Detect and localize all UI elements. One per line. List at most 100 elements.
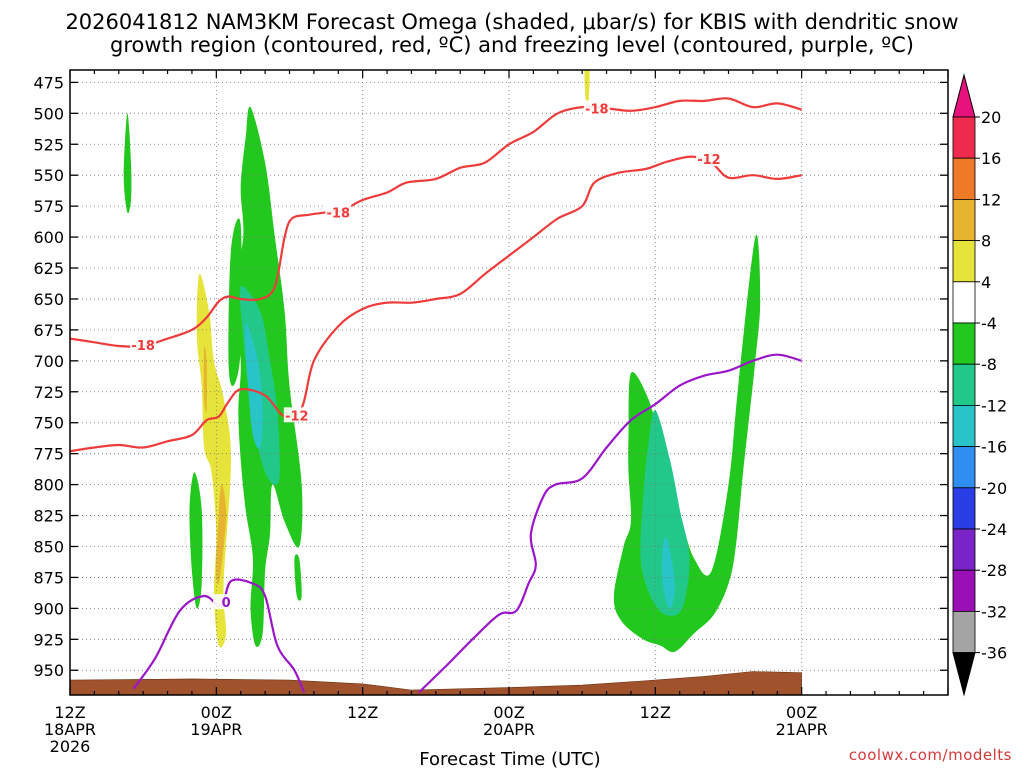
x-axis-title: Forecast Time (UTC) — [419, 749, 600, 768]
y-tick-label: 925 — [33, 630, 64, 649]
contour-temp-line-0 — [70, 97, 802, 348]
y-tick-label: 525 — [33, 135, 64, 154]
colorbar-label: 4 — [981, 273, 991, 292]
colorbar-bottom-cap — [952, 652, 976, 697]
contour-label-5: 0 — [213, 594, 240, 611]
colorbar-label: -16 — [981, 438, 1007, 457]
contour-label-bg — [283, 407, 310, 423]
colorbar-swatch — [952, 198, 976, 241]
colorbar-label: -32 — [981, 602, 1007, 621]
chart-title-line-1: 2026041812 NAM3KM Forecast Omega (shaded… — [65, 10, 958, 34]
omega-region-yellow-11 — [584, 70, 590, 110]
colorbar-label: -8 — [981, 355, 997, 374]
chart-title-line-2: growth region (contoured, red, ºC) and f… — [110, 33, 914, 57]
contour-label-1: -12 — [283, 407, 310, 424]
y-tick-label: 700 — [33, 352, 64, 371]
contour-label-text: -12 — [285, 409, 309, 424]
colorbar-swatch — [952, 240, 976, 283]
contour-label-4: -12 — [695, 151, 722, 168]
contour-label-text: 0 — [222, 596, 231, 611]
contour-label-bg — [325, 204, 352, 220]
omega-region-orange-13 — [216, 484, 227, 585]
colorbar-swatch — [952, 157, 976, 200]
x-tick-label: 00Z — [493, 703, 524, 722]
omega-region-teal-7 — [640, 410, 690, 616]
contour-label-bg — [583, 100, 610, 116]
contour-freezing-line-3 — [418, 353, 802, 694]
y-tick-label: 775 — [33, 445, 64, 464]
colorbar-swatch — [952, 363, 976, 406]
y-tick-label: 725 — [33, 383, 64, 402]
colorbar-label: -36 — [981, 644, 1007, 663]
x-tick-label: 12Z — [54, 703, 85, 722]
contour-label-0: -18 — [130, 336, 157, 354]
colorbar-swatch — [952, 528, 976, 571]
omega-region-cyan-9 — [661, 537, 675, 609]
omega-region-cyan-8 — [245, 323, 263, 449]
contour-label-bg — [130, 336, 157, 352]
x-tick-label: 18APR — [44, 720, 96, 739]
colorbar-swatch — [952, 322, 976, 365]
colorbar-swatch — [952, 487, 976, 530]
colorbar-swatch — [952, 404, 976, 447]
omega-region-green-2 — [228, 218, 242, 387]
contour-label-bg — [695, 151, 722, 167]
x-tick-label: 12Z — [640, 703, 671, 722]
y-tick-label: 850 — [33, 537, 64, 556]
y-tick-label: 950 — [33, 661, 64, 680]
omega-region-green-0 — [123, 113, 132, 214]
y-tick-label: 650 — [33, 290, 64, 309]
colorbar-swatch — [952, 446, 976, 489]
contour-freezing-line-2 — [132, 578, 306, 693]
contour-label-text: -18 — [585, 102, 609, 117]
y-tick-label: 900 — [33, 599, 64, 618]
contour-label-text: -18 — [131, 339, 155, 354]
colorbar-label: -4 — [981, 314, 997, 333]
y-tick-label: 800 — [33, 476, 64, 495]
colorbar-label: -24 — [981, 520, 1007, 539]
y-tick-label: 475 — [33, 73, 64, 92]
colorbar-label: 16 — [981, 149, 1001, 168]
colorbar-swatch — [952, 611, 976, 654]
chart-title: 2026041812 NAM3KM Forecast Omega (shaded… — [65, 10, 958, 57]
x-tick-label: 12Z — [347, 703, 378, 722]
colorbar-top-cap — [952, 73, 976, 118]
contour-temp-line-1 — [70, 155, 802, 453]
y-tick-label: 675 — [33, 321, 64, 340]
y-tick-label: 500 — [33, 104, 64, 123]
contour-label-bg — [213, 594, 240, 610]
y-tick-label: 550 — [33, 166, 64, 185]
y-tick-label: 625 — [33, 259, 64, 278]
plot-area: -18 -12 -18 -18 -12 0 — [70, 70, 948, 695]
colorbar-label: 12 — [981, 190, 1001, 209]
contour-label-text: -12 — [697, 153, 721, 168]
colorbar-label: 8 — [981, 232, 991, 251]
credit-text: coolwx.com/modelts — [849, 746, 1012, 764]
omega-region-orange-12 — [203, 346, 207, 413]
y-tick-label: 825 — [33, 507, 64, 526]
colorbar: 20 16 12 8 4 -4 -8 -12 -16 -20 -24 -28 -32 -36 — [952, 73, 1007, 697]
x-tick-label: 20APR — [483, 720, 535, 739]
x-tick-label: 19APR — [190, 720, 242, 739]
x-tick-label: 00Z — [201, 703, 232, 722]
x-tick-label: 21APR — [776, 720, 828, 739]
contour-label-3: -18 — [583, 100, 610, 117]
y-tick-label: 600 — [33, 228, 64, 247]
colorbar-swatch — [952, 569, 976, 612]
omega-region-green-5 — [613, 234, 761, 653]
colorbar-label: 20 — [981, 108, 1001, 127]
colorbar-label: -12 — [981, 396, 1007, 415]
contour-label-text: -18 — [327, 206, 351, 221]
y-tick-label: 875 — [33, 568, 64, 587]
colorbar-label: -20 — [981, 479, 1007, 498]
colorbar-swatch — [952, 116, 976, 159]
omega-region-green-4 — [189, 472, 203, 609]
colorbar-label: -28 — [981, 561, 1007, 580]
x-tick-label: 00Z — [786, 703, 817, 722]
y-tick-label: 575 — [33, 197, 64, 216]
y-tick-label: 750 — [33, 414, 64, 433]
x-tick-label: 2026 — [50, 737, 91, 756]
contour-label-2: -18 — [325, 204, 352, 221]
